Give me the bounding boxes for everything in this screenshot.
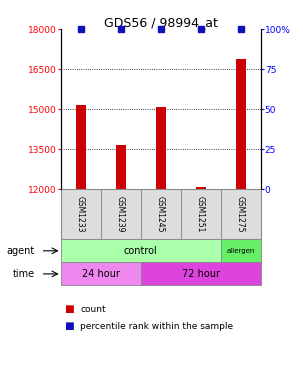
Text: percentile rank within the sample: percentile rank within the sample: [80, 322, 233, 331]
Text: time: time: [12, 269, 35, 279]
Text: ■: ■: [64, 321, 73, 332]
Bar: [141, 189, 181, 239]
Text: GSM1251: GSM1251: [196, 196, 205, 232]
Text: count: count: [80, 305, 106, 314]
Bar: [141, 262, 261, 285]
Text: allergen: allergen: [226, 248, 255, 254]
Bar: [156, 107, 166, 189]
Text: GSM1239: GSM1239: [116, 196, 125, 232]
Bar: [196, 187, 205, 189]
Bar: [61, 262, 141, 285]
Title: GDS56 / 98994_at: GDS56 / 98994_at: [104, 16, 218, 29]
Text: GSM1275: GSM1275: [236, 196, 245, 232]
Bar: [221, 239, 261, 262]
Text: GSM1233: GSM1233: [76, 196, 85, 232]
Text: 24 hour: 24 hour: [82, 269, 119, 279]
Bar: [76, 105, 85, 189]
Bar: [116, 145, 126, 189]
Bar: [181, 189, 221, 239]
Bar: [61, 189, 101, 239]
Text: GSM1245: GSM1245: [156, 196, 165, 232]
Bar: [101, 189, 141, 239]
Bar: [221, 189, 261, 239]
Bar: [61, 239, 221, 262]
Text: control: control: [124, 246, 158, 256]
Text: ■: ■: [64, 304, 73, 314]
Text: 72 hour: 72 hour: [181, 269, 220, 279]
Bar: [236, 59, 245, 189]
Text: agent: agent: [6, 246, 35, 256]
